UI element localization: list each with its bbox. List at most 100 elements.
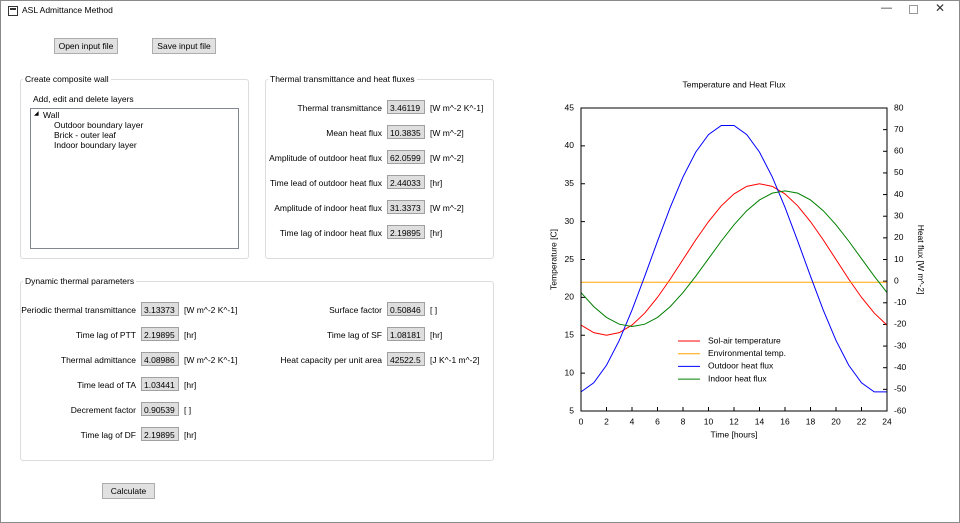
value-field[interactable]: 1.08181 <box>387 327 425 341</box>
value-field[interactable]: 42522.5 <box>387 352 425 366</box>
window-title: ASL Admittance Method <box>22 5 113 15</box>
field-label: Thermal transmittance <box>297 103 382 113</box>
x-tick-label: 14 <box>755 416 765 426</box>
value-field[interactable]: 10.3835 <box>387 125 425 139</box>
y-tick-label: 40 <box>565 140 575 150</box>
y2-tick-label: -10 <box>894 297 907 307</box>
chart-title: Temperature and Heat Flux <box>683 79 787 89</box>
y2-tick-label: 70 <box>894 124 904 134</box>
open-button[interactable]: Open input file <box>54 38 118 54</box>
tree-item[interactable]: Wall <box>43 110 60 120</box>
unit-label: [W m^-2] <box>430 153 464 163</box>
field-label: Periodic thermal transmittance <box>21 305 136 315</box>
x-tick-label: 0 <box>579 416 584 426</box>
tree-item[interactable]: Brick - outer leaf <box>54 130 116 140</box>
legend-label: Sol-air temperature <box>708 335 781 345</box>
series-line <box>580 190 888 328</box>
y-tick-label: 30 <box>565 216 575 226</box>
group-title: Create composite wall <box>23 74 111 84</box>
x-tick-label: 4 <box>630 416 635 426</box>
value-field[interactable]: 0.50846 <box>387 302 425 316</box>
value-field[interactable]: 2.19895 <box>387 225 425 239</box>
plot-frame <box>580 107 888 412</box>
x-tick-label: 24 <box>882 416 892 426</box>
field-label: Time lag of PTT <box>75 330 136 340</box>
y2-tick-label: 10 <box>894 254 904 264</box>
field-label: Mean heat flux <box>326 128 382 138</box>
y-tick-label: 15 <box>565 330 575 340</box>
unit-label: [W m^-2] <box>430 203 464 213</box>
x-tick-label: 8 <box>681 416 686 426</box>
field-label: Amplitude of indoor heat flux <box>274 203 382 213</box>
unit-label: [hr] <box>430 228 443 238</box>
tree-item[interactable]: Outdoor boundary layer <box>54 120 144 130</box>
y2-tick-label: 80 <box>894 102 904 112</box>
field-label: Time lag of DF <box>80 430 136 440</box>
unit-label: [hr] <box>184 330 197 340</box>
expander[interactable]: ◢ <box>34 111 39 117</box>
unit-label: [hr] <box>184 380 197 390</box>
unit-label: [hr] <box>430 178 443 188</box>
group: Thermal transmittance and heat fluxes Th… <box>265 74 494 259</box>
maximize[interactable] <box>909 5 918 14</box>
unit-label: [W m^-2 K^-1] <box>184 305 238 315</box>
value-field[interactable]: 0.90539 <box>141 402 179 416</box>
value-field[interactable]: 3.13373 <box>141 302 179 316</box>
group: Dynamic thermal parameters Periodic ther… <box>20 276 494 461</box>
value-field[interactable]: 4.08986 <box>141 352 179 366</box>
legend-label: Outdoor heat flux <box>708 361 774 371</box>
y2-tick-label: 0 <box>894 275 899 285</box>
y-tick-label: 20 <box>565 292 575 302</box>
subtitle: Add, edit and delete layers <box>33 94 134 104</box>
minimize[interactable]: — <box>881 2 892 14</box>
legend-label: Environmental temp. <box>708 348 786 358</box>
series-line <box>580 183 888 336</box>
group-title: Dynamic thermal parameters <box>23 276 137 286</box>
chart: Temperature and Heat Flux Time [hours] Tem… <box>548 79 926 439</box>
y-tick-label: 45 <box>565 102 575 112</box>
series-line <box>580 125 887 393</box>
y-tick-label: 25 <box>565 254 575 264</box>
tree-item[interactable]: Indoor boundary layer <box>54 140 137 150</box>
value-field[interactable]: 1.03441 <box>141 377 179 391</box>
x-tick-label: 12 <box>729 416 739 426</box>
unit-label: [ ] <box>184 405 192 415</box>
field-label: Time lead of TA <box>77 380 136 390</box>
value-field[interactable]: 2.44033 <box>387 175 425 189</box>
tree-view[interactable]: ◢ Wall Outdoor boundary layer Brick - out… <box>30 108 239 249</box>
group-title: Thermal transmittance and heat fluxes <box>268 74 417 84</box>
field-label: Heat capacity per unit area <box>280 355 382 365</box>
field-label: Time lead of outdoor heat flux <box>269 178 382 188</box>
unit-label: [W m^-2 K^-1] <box>430 103 484 113</box>
x-tick-label: 16 <box>780 416 790 426</box>
value-field[interactable]: 2.19895 <box>141 327 179 341</box>
value-field[interactable]: 3.46119 <box>387 100 425 114</box>
value-field[interactable]: 31.3373 <box>387 200 425 214</box>
save-button[interactable]: Save input file <box>152 38 216 54</box>
y-tick-label: 10 <box>565 367 575 377</box>
x-tick-label: 6 <box>655 416 660 426</box>
unit-label: [hr] <box>430 330 443 340</box>
x-axis-label: Time [hours] <box>711 429 758 439</box>
value-field[interactable]: 62.0599 <box>387 150 425 164</box>
field-label: Decrement factor <box>70 405 136 415</box>
x-tick-label: 22 <box>857 416 867 426</box>
y2-tick-label: -30 <box>894 340 907 350</box>
unit-label: [hr] <box>184 430 197 440</box>
group: Create composite wall Add, edit and dele… <box>20 74 249 259</box>
y2-tick-label: 60 <box>894 146 904 156</box>
field-label: Thermal admittance <box>60 355 136 365</box>
y-tick-label: 35 <box>565 178 575 188</box>
legend-label: Indoor heat flux <box>708 373 767 383</box>
field-label: Surface factor <box>329 305 382 315</box>
x-tick-label: 20 <box>831 416 841 426</box>
field-label: Time lag of SF <box>327 330 382 340</box>
calculate-button[interactable]: Calculate <box>102 483 155 499</box>
y2-tick-label: 20 <box>894 232 904 242</box>
y2-tick-label: 30 <box>894 210 904 220</box>
value-field[interactable]: 2.19895 <box>141 427 179 441</box>
field-label: Amplitude of outdoor heat flux <box>269 153 382 163</box>
y2-tick-label: -20 <box>894 319 907 329</box>
close[interactable]: ✕ <box>935 1 946 15</box>
